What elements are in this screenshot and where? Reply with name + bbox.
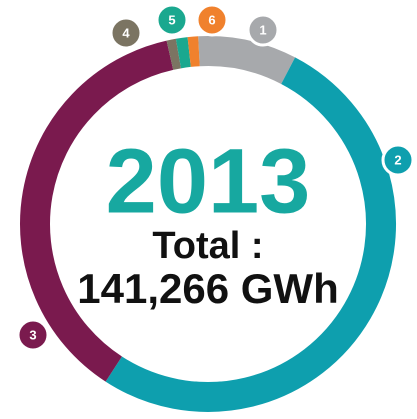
donut-segment <box>187 36 200 67</box>
donut-segment <box>20 40 174 382</box>
segment-label: 6 <box>208 12 215 27</box>
chart-subtitle: Total : <box>152 225 263 267</box>
segment-badge <box>381 143 415 177</box>
segment-badge <box>155 3 189 37</box>
segment-label: 2 <box>394 152 401 167</box>
donut-segment <box>105 57 396 412</box>
segment-badge <box>195 3 229 37</box>
segment-badge <box>109 16 143 50</box>
segment-label: 5 <box>168 12 175 27</box>
segment-label: 1 <box>259 22 266 37</box>
segment-badge <box>246 13 280 47</box>
chart-title: 2013 <box>106 130 311 232</box>
donut-segment <box>175 37 191 69</box>
segment-badge <box>16 318 50 352</box>
donut-segment <box>198 36 296 85</box>
donut-segment <box>166 38 182 70</box>
segment-label: 3 <box>29 327 36 342</box>
segment-label: 4 <box>122 25 130 40</box>
total-label: 141,266 GWh <box>77 265 338 312</box>
